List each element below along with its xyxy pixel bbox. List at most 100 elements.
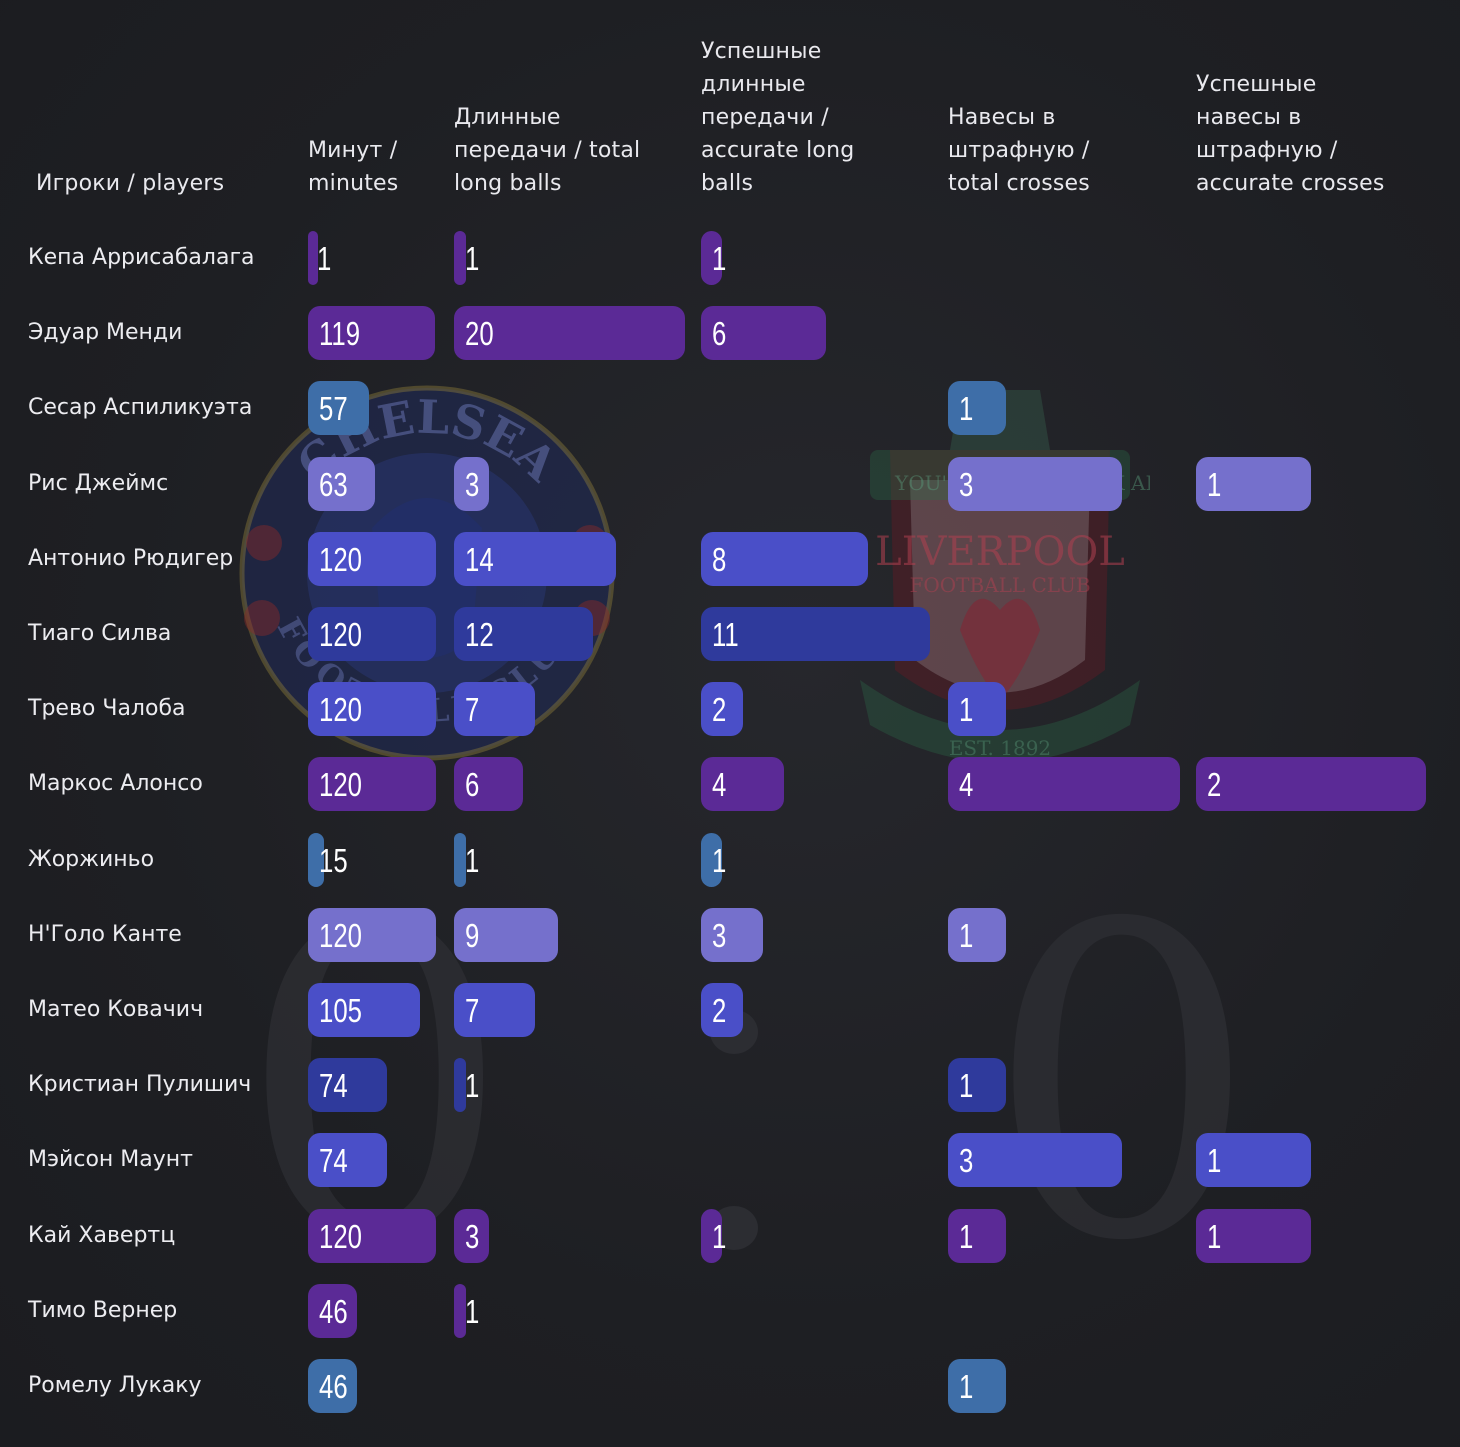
accurate-long-balls-value-label: 2	[712, 992, 727, 1029]
long-balls-value-label: 20	[465, 315, 494, 352]
long-balls-bar	[454, 457, 489, 511]
long-balls-bar	[454, 306, 685, 360]
player-name: Кай Хавертц	[28, 1223, 176, 1248]
minutes-bar	[308, 1284, 357, 1338]
minutes-column-header: Минут / minutes	[308, 138, 399, 196]
crosses-bar	[948, 1359, 1006, 1413]
accurate-long-balls-value-label: 11	[712, 616, 739, 653]
minutes-bar	[308, 1209, 436, 1263]
accurate-long-balls-bar	[701, 983, 743, 1037]
crosses-value-label: 4	[959, 766, 974, 803]
long-balls-column-header: Длинные передачи / total long balls	[454, 105, 641, 196]
crosses-value-label: 1	[959, 1218, 974, 1255]
long-balls-bar	[454, 682, 535, 736]
accurate-crosses-bar	[1196, 1133, 1311, 1187]
player-name: Антонио Рюдигер	[28, 546, 234, 571]
long-balls-bar	[454, 532, 616, 586]
minutes-bar	[308, 607, 436, 661]
accurate-crosses-column-header: Успешные навесы в штрафную / accurate cr…	[1196, 72, 1385, 196]
minutes-bar	[308, 532, 436, 586]
player-name: Жоржиньо	[28, 847, 155, 872]
accurate-long-balls-bar	[701, 1209, 722, 1263]
player-name: Н'Голо Канте	[28, 922, 182, 947]
crosses-value-label: 1	[959, 691, 974, 728]
accurate-long-balls-column-header: Успешные длинные передачи / accurate lon…	[701, 39, 855, 196]
accurate-crosses-bar	[1196, 757, 1426, 811]
long-balls-bar	[454, 607, 593, 661]
long-balls-value-label: 1	[465, 240, 480, 277]
minutes-bar	[308, 381, 369, 435]
accurate-crosses-value-label: 1	[1207, 1218, 1222, 1255]
minutes-value-label: 120	[319, 616, 362, 653]
player-name: Рис Джеймс	[28, 471, 169, 496]
long-balls-bar	[454, 1284, 466, 1338]
long-balls-value-label: 1	[465, 842, 480, 879]
player-name: Матео Ковачич	[28, 997, 204, 1022]
accurate-long-balls-value-label: 4	[712, 766, 727, 803]
long-balls-value-label: 7	[465, 691, 480, 728]
accurate-long-balls-bar	[701, 757, 784, 811]
minutes-value-label: 63	[319, 466, 348, 503]
long-balls-bar	[454, 1209, 489, 1263]
crosses-bar	[948, 1058, 1006, 1112]
accurate-long-balls-bar	[701, 682, 743, 736]
accurate-long-balls-bar	[701, 908, 763, 962]
crosses-bar	[948, 1209, 1006, 1263]
minutes-value-label: 120	[319, 766, 362, 803]
accurate-long-balls-value-label: 2	[712, 691, 727, 728]
crosses-bar	[948, 381, 1006, 435]
crosses-value-label: 1	[959, 390, 974, 427]
accurate-crosses-value-label: 1	[1207, 466, 1222, 503]
crosses-value-label: 1	[959, 917, 974, 954]
minutes-bar	[308, 908, 436, 962]
accurate-long-balls-value-label: 1	[712, 1218, 727, 1255]
long-balls-bar	[454, 983, 535, 1037]
long-balls-value-label: 1	[465, 1067, 480, 1104]
player-name: Кристиан Пулишич	[28, 1072, 252, 1097]
long-balls-value-label: 1	[465, 1293, 480, 1330]
accurate-long-balls-value-label: 3	[712, 917, 727, 954]
player-name: Маркос Алонсо	[28, 771, 203, 796]
long-balls-value-label: 7	[465, 992, 480, 1029]
minutes-value-label: 120	[319, 917, 362, 954]
player-name: Тиаго Силва	[28, 621, 172, 646]
minutes-value-label: 120	[319, 541, 362, 578]
long-balls-value-label: 3	[465, 1218, 480, 1255]
accurate-crosses-value-label: 2	[1207, 766, 1222, 803]
long-balls-bar	[454, 908, 558, 962]
long-balls-bar	[454, 833, 466, 887]
minutes-value-label: 46	[319, 1293, 348, 1330]
long-balls-bar	[454, 1058, 466, 1112]
crosses-bar	[948, 1133, 1122, 1187]
accurate-crosses-value-label: 1	[1207, 1142, 1222, 1179]
accurate-long-balls-value-label: 6	[712, 315, 727, 352]
long-balls-value-label: 3	[465, 466, 480, 503]
crosses-bar	[948, 757, 1180, 811]
accurate-long-balls-value-label: 1	[712, 240, 727, 277]
minutes-bar	[308, 833, 324, 887]
accurate-long-balls-bar	[701, 532, 868, 586]
minutes-value-label: 119	[319, 315, 361, 352]
minutes-bar	[308, 231, 318, 285]
long-balls-value-label: 9	[465, 917, 480, 954]
accurate-long-balls-bar	[701, 306, 826, 360]
minutes-bar	[308, 306, 435, 360]
minutes-value-label: 74	[319, 1067, 348, 1104]
liverpool-crest-subtext: FOOTBALL CLUB	[909, 573, 1090, 597]
crosses-value-label: 1	[959, 1067, 974, 1104]
minutes-value-label: 105	[319, 992, 362, 1029]
player-name: Трево Чалоба	[28, 696, 186, 721]
minutes-value-label: 15	[319, 842, 348, 879]
crosses-bar	[948, 682, 1006, 736]
accurate-long-balls-value-label: 1	[712, 842, 727, 879]
crosses-bar	[948, 457, 1122, 511]
minutes-bar	[308, 1133, 387, 1187]
player-name: Эдуар Менди	[28, 320, 183, 345]
minutes-value-label: 1	[317, 240, 332, 277]
minutes-bar	[308, 757, 436, 811]
accurate-crosses-bar	[1196, 457, 1311, 511]
player-name: Мэйсон Маунт	[28, 1147, 193, 1172]
long-balls-value-label: 12	[465, 616, 494, 653]
minutes-value-label: 74	[319, 1142, 348, 1179]
